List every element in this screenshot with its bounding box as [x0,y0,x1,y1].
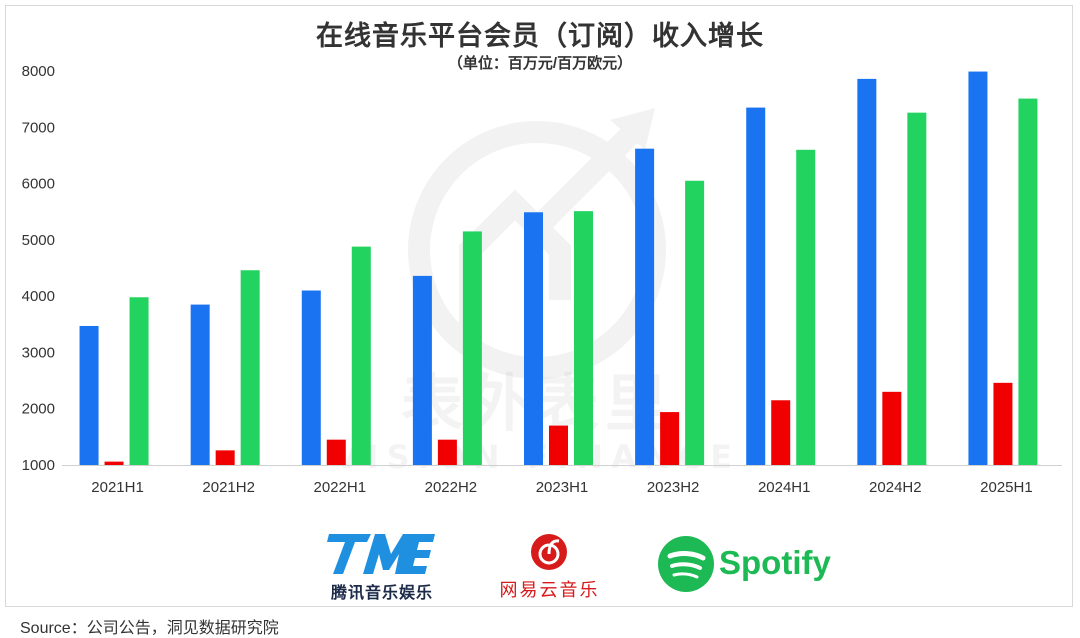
x-tick-label: 2021H2 [202,479,255,496]
bar-netease [549,425,568,465]
tme-logo: 腾讯音乐娱乐 [327,532,437,602]
bar-netease [326,439,346,465]
bar-netease [660,412,680,465]
bar-netease [215,450,235,465]
bar-tme [746,107,766,465]
bar-tme [79,325,99,465]
spotify-icon [658,536,714,592]
bar-tme [301,290,321,465]
chart-subtitle: （单位：百万元/百万欧元） [447,55,633,72]
bar-netease [882,391,902,465]
y-tick-label: 2000 [22,401,55,418]
bar-spotify [907,112,927,465]
y-axis: 1000 2000 3000 4000 5000 6000 7000 8000 [22,63,55,474]
bar-netease [437,439,457,465]
y-tick-label: 6000 [22,176,55,193]
source-note: Source：公司公告，洞见数据研究院 [20,620,279,637]
x-tick-label: 2023H1 [536,479,589,496]
chart-title: 在线音乐平台会员（订阅）收入增长 [316,21,764,51]
bar-tme [968,71,988,465]
tme-icon [327,534,435,574]
bar-netease [104,461,124,465]
bar-netease [771,400,791,465]
bar-spotify [685,180,705,465]
bar-spotify [462,231,482,465]
bar-tme [524,212,543,465]
bar-tme [857,78,877,465]
bar-spotify [1018,98,1038,465]
y-tick-label: 4000 [22,288,55,305]
y-tick-label: 7000 [22,119,55,136]
y-tick-label: 3000 [22,344,55,361]
bar-spotify [240,270,260,465]
y-tick-label: 5000 [22,232,55,249]
netease-name: 网易云音乐 [499,580,600,600]
spotify-name: Spotify [719,544,831,581]
x-tick-label: 2022H2 [425,479,478,496]
x-tick-label: 2022H1 [314,479,367,496]
bar-tme [190,304,210,465]
y-tick-label: 1000 [22,457,55,474]
x-tick-label: 2021H1 [91,479,144,496]
bar-spotify [574,211,593,465]
tme-name: 腾讯音乐娱乐 [330,585,433,602]
x-tick-label: 2024H1 [758,479,811,496]
x-tick-label: 2023H2 [647,479,700,496]
bar-tme [412,275,432,465]
x-tick-label: 2024H2 [869,479,922,496]
bars [79,71,1038,466]
bar-spotify [129,297,149,465]
spotify-logo: Spotify [657,535,842,595]
bar-tme [635,148,655,465]
x-tick-label: 2025H1 [980,479,1033,496]
y-tick-label: 8000 [22,63,55,80]
x-axis: 2021H1 2021H2 2022H1 2022H2 2023H1 2023H2 2024… [91,479,1032,496]
bar-spotify [796,149,816,466]
bar-spotify [351,246,371,465]
netease-music-logo: 网易云音乐 [487,530,612,602]
bar-netease [993,382,1013,465]
netease-cloud-icon [531,534,567,570]
